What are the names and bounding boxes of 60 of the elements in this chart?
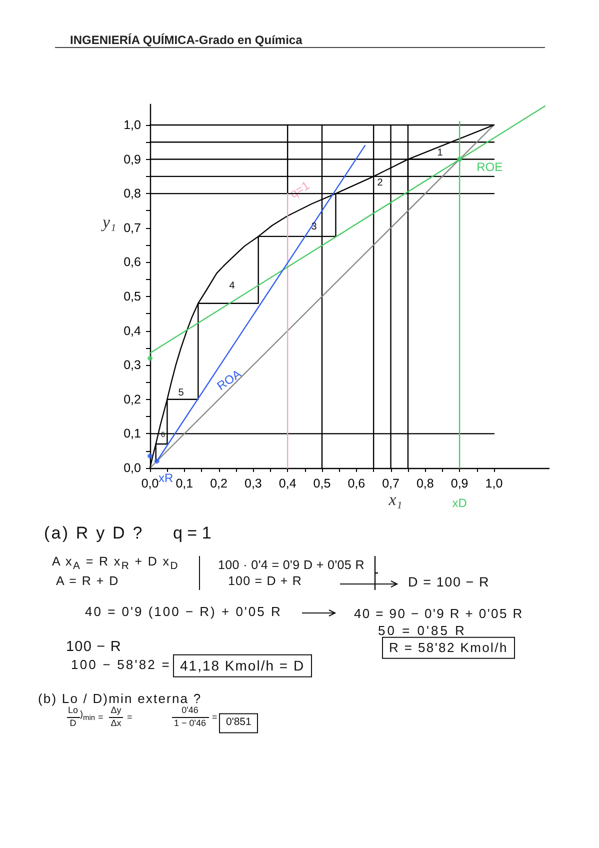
y-tick-label: 0,0 — [124, 461, 142, 475]
text: 100 − 58'82 = — [71, 656, 171, 672]
series-label: ROE — [476, 160, 503, 174]
x-tick-label: 0,1 — [176, 476, 194, 490]
text: 40 = 90 − 0'9 R + 0'05 R — [354, 606, 524, 622]
text: (a) R y D ? — [44, 524, 144, 544]
text: 41,18 Kmol/h = D — [173, 654, 312, 678]
annotation: 4 — [229, 280, 235, 292]
x-tick-label: 0,5 — [313, 476, 331, 490]
x-tick-label: 0,6 — [348, 476, 366, 490]
text: (b) Lo / D)min externa ? — [38, 690, 202, 706]
text: 100 = D + R — [228, 574, 302, 589]
text: 40 = 0'9 (100 − R) + 0'05 R — [85, 604, 282, 620]
text: 0'46 — [182, 705, 198, 716]
text: A x$_{A}$ = R x$_{R}$ + D x$_{D}$ — [52, 554, 179, 572]
text: Δx — [110, 718, 122, 729]
x-tick-label: 0,2 — [210, 476, 228, 490]
text: = — [98, 712, 104, 723]
text: 100 · 0'4 = 0'9 D + 0'05 R — [218, 558, 364, 573]
y-tick-label: 0,4 — [124, 324, 142, 338]
y-tick-label: 0,9 — [124, 152, 142, 166]
text: 0'851 — [219, 713, 258, 733]
text: = — [127, 712, 132, 723]
x-tick-label: 0,4 — [278, 476, 296, 490]
text: ROA — [214, 366, 244, 394]
text: R = 58'82 Kmol/h — [382, 636, 515, 660]
text: = — [212, 712, 218, 723]
y-tick-label: 0,3 — [124, 358, 142, 372]
x-tick-label: 0,8 — [416, 476, 434, 490]
x-tick-label: 0,7 — [382, 476, 400, 490]
text: Lo — [68, 705, 78, 716]
text: D — [70, 718, 76, 729]
text: D = 100 − R — [408, 574, 490, 590]
text: 50 = 0'85 R — [378, 622, 466, 638]
y-tick-label: 0,1 — [124, 426, 142, 441]
y-tick-label: 0,8 — [124, 186, 142, 201]
x-tick-label: 0,0 — [141, 476, 159, 490]
text: q = 1 — [173, 524, 212, 544]
text: xD — [452, 496, 468, 510]
series-label: xR — [158, 471, 174, 486]
annotation: 3 — [311, 222, 317, 232]
annotation: 5 — [178, 388, 184, 398]
y-tick-label: 1,0 — [124, 118, 142, 132]
x-tick-label: 0,3 — [244, 476, 262, 490]
text: )$_{min}$ — [80, 708, 96, 722]
text: 100 − R — [66, 639, 122, 656]
annotation: 1 — [437, 148, 443, 158]
x-tick-label: 1,0 — [485, 476, 503, 490]
y-tick-label: 0,5 — [124, 289, 142, 304]
y-axis-title: y₁ — [100, 212, 116, 232]
x-axis-title: x₁ — [388, 490, 402, 509]
y-tick-label: 0,6 — [124, 255, 142, 270]
x-tick-label: 0,9 — [450, 476, 468, 490]
annotation: 2 — [377, 178, 383, 188]
chart-title: INGENIERÍA QUÍMICA-Grado en Química — [70, 33, 303, 47]
text: Δy — [110, 705, 122, 716]
y-tick-label: 0,7 — [124, 220, 142, 235]
text: A = R + D — [56, 574, 120, 589]
text: 1 − 0'46 — [174, 718, 206, 729]
y-tick-label: 0,2 — [124, 392, 142, 406]
